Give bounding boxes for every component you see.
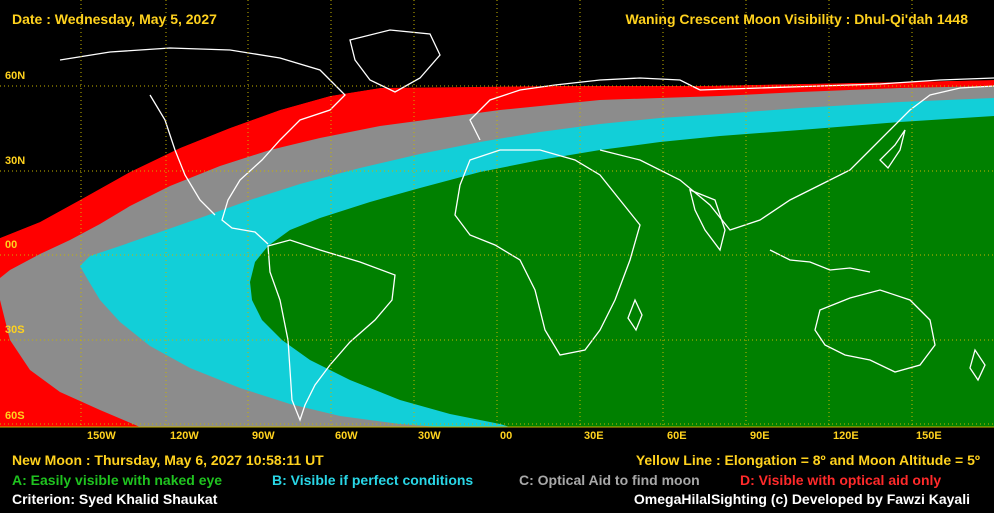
lon-label-90e: 90E: [750, 430, 770, 442]
lon-label-60e: 60E: [667, 430, 687, 442]
graticule: [0, 0, 994, 427]
yellow-line-label: Yellow Line : Elongation = 8º and Moon A…: [635, 452, 980, 468]
lon-label-90w: 90W: [252, 430, 275, 442]
legend-c: C: Optical Aid to find moon: [519, 472, 700, 488]
lon-label-120e: 120E: [833, 430, 859, 442]
credit-label: OmegaHilalSighting (c) Developed by Fawz…: [633, 491, 970, 507]
legend-b: B: Visible if perfect conditions: [272, 472, 474, 488]
lat-label-00: 00: [5, 239, 18, 251]
zone-a-naked-eye: [250, 116, 994, 427]
coastlines: [59, 29, 994, 422]
lon-label-150w: 150W: [87, 430, 116, 442]
map-title: Waning Crescent Moon Visibility : Dhul-Q…: [625, 11, 969, 27]
date-label: Date : Wednesday, May 5, 2027: [12, 11, 217, 27]
lat-label-30s: 30S: [5, 324, 25, 336]
lon-label-00: 00: [500, 430, 513, 442]
criterion-label: Criterion: Syed Khalid Shaukat: [12, 491, 218, 507]
legend-a: A: Easily visible with naked eye: [12, 472, 223, 488]
new-moon-label: New Moon : Thursday, May 6, 2027 10:58:1…: [12, 452, 324, 468]
lon-label-30w: 30W: [418, 430, 441, 442]
lon-label-150e: 150E: [916, 430, 942, 442]
lon-label-60w: 60W: [335, 430, 358, 442]
lon-label-30e: 30E: [584, 430, 604, 442]
legend-d: D: Visible with optical aid only: [740, 472, 942, 488]
lon-label-120w: 120W: [170, 430, 199, 442]
lat-label-60s: 60S: [5, 410, 25, 422]
lat-label-60n: 60N: [5, 70, 26, 82]
lat-label-30n: 30N: [5, 155, 26, 167]
